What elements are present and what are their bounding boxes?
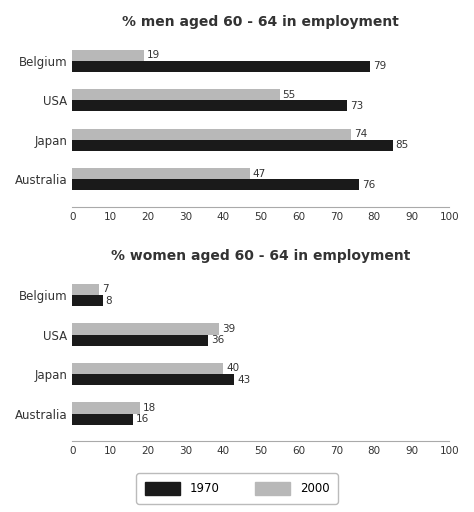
- Text: 76: 76: [362, 180, 375, 189]
- Legend: 1970, 2000: 1970, 2000: [137, 473, 337, 503]
- Bar: [73, 334, 208, 346]
- Bar: [73, 374, 235, 385]
- Text: 55: 55: [283, 90, 296, 99]
- Text: 85: 85: [396, 140, 409, 150]
- Bar: [73, 414, 133, 424]
- Text: 19: 19: [147, 50, 160, 60]
- Bar: [73, 324, 219, 334]
- Bar: [73, 295, 103, 306]
- Text: 47: 47: [253, 168, 266, 179]
- Text: 8: 8: [106, 295, 112, 306]
- Bar: [73, 363, 223, 374]
- Text: 16: 16: [136, 414, 149, 424]
- Text: 7: 7: [102, 285, 109, 294]
- Bar: [73, 89, 280, 100]
- Bar: [73, 50, 144, 60]
- Bar: [73, 129, 351, 140]
- Bar: [73, 284, 99, 295]
- Bar: [73, 140, 392, 151]
- Text: 74: 74: [354, 129, 367, 139]
- Text: 18: 18: [143, 403, 156, 413]
- Title: % women aged 60 - 64 in employment: % women aged 60 - 64 in employment: [111, 249, 410, 263]
- Bar: [73, 60, 370, 72]
- Title: % men aged 60 - 64 in employment: % men aged 60 - 64 in employment: [122, 15, 399, 29]
- Text: 79: 79: [373, 61, 386, 71]
- Text: 36: 36: [211, 335, 224, 345]
- Text: 39: 39: [222, 324, 236, 334]
- Text: 73: 73: [350, 101, 364, 111]
- Bar: [73, 402, 140, 414]
- Bar: [73, 168, 249, 179]
- Bar: [73, 100, 347, 111]
- Text: 43: 43: [237, 375, 251, 385]
- Bar: [73, 179, 359, 190]
- Text: 40: 40: [226, 364, 239, 373]
